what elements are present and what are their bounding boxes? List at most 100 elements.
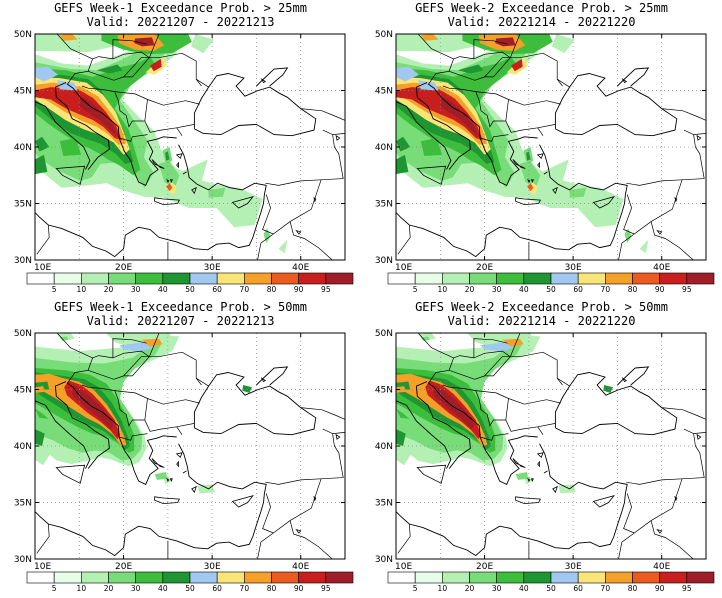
probability-region — [79, 96, 119, 137]
island — [175, 452, 183, 459]
country-border — [508, 398, 561, 405]
island — [166, 178, 170, 183]
country-border — [693, 132, 706, 135]
panel-valid-dates: Valid: 20221207 - 20221213 — [86, 15, 275, 29]
island — [515, 496, 542, 505]
colorbar-swatch — [550, 272, 579, 285]
country-border — [537, 426, 544, 435]
colorbar-label: 95 — [682, 285, 692, 294]
country-border — [428, 51, 511, 84]
lat-label: 50N — [14, 329, 32, 339]
colorbar-label: 30 — [492, 584, 502, 593]
island — [621, 78, 628, 84]
lat-label: 30N — [14, 555, 32, 565]
probability-region — [526, 151, 531, 161]
colorbar-swatch — [659, 272, 688, 285]
colorbar-label: 70 — [601, 584, 611, 593]
country-border — [650, 221, 694, 260]
probability-region — [515, 472, 528, 480]
coastline — [396, 101, 452, 170]
colorbar-label: 50 — [185, 584, 195, 593]
colorbar-swatch — [632, 272, 660, 285]
island — [154, 197, 181, 206]
lat-label: 30N — [375, 256, 393, 266]
probability-region — [558, 484, 576, 494]
probability-region — [440, 96, 480, 137]
panel-title: GEFS Week-2 Exceedance Prob. > 50mm — [415, 300, 668, 314]
probability-region — [551, 34, 575, 54]
probability-region — [480, 342, 515, 352]
probability-region — [396, 408, 410, 419]
coastline — [617, 67, 650, 87]
colorbar-label: 90 — [294, 285, 304, 294]
colorbar-swatch — [135, 272, 164, 285]
probability-region — [35, 87, 122, 141]
colorbar-swatch — [577, 272, 606, 285]
coastline — [35, 443, 267, 557]
coastline — [193, 73, 317, 137]
colorbar: 5 10 20 30 40 50 60 70 80 90 95 — [387, 571, 715, 593]
colorbar-swatch — [523, 571, 552, 584]
island — [313, 495, 317, 502]
colorbar-swatch — [659, 571, 688, 584]
probability-region — [59, 34, 78, 41]
country-border — [300, 108, 345, 121]
country-border — [618, 532, 635, 559]
probability-region — [520, 160, 541, 188]
colorbar-swatch — [523, 272, 552, 285]
colorbar-label: 60 — [573, 285, 583, 294]
country-border — [332, 431, 345, 434]
lat-label: 40N — [14, 143, 32, 153]
probability-region — [97, 64, 123, 74]
probability-region — [420, 34, 439, 41]
island — [169, 478, 173, 483]
panel-title: GEFS Week-2 Exceedance Prob. > 25mm — [415, 1, 668, 15]
colorbar-label: 50 — [185, 285, 195, 294]
probability-region — [180, 159, 208, 189]
colorbar-swatch — [216, 272, 245, 285]
colorbar-label: 30 — [131, 584, 141, 593]
colorbar-swatch — [53, 571, 82, 584]
country-border — [508, 99, 561, 106]
island — [176, 161, 179, 169]
lat-label: 30N — [14, 256, 32, 266]
colorbar-label: 5 — [52, 285, 57, 294]
probability-region — [35, 386, 46, 393]
country-border — [417, 333, 454, 359]
colorbar-swatch — [271, 272, 299, 285]
island — [182, 171, 187, 175]
map-panel-4: GEFS Week-2 Exceedance Prob. > 50mm Valid… — [361, 299, 722, 598]
lat-label: 35N — [14, 499, 32, 509]
colorbar-swatch — [605, 571, 633, 584]
country-border — [397, 224, 411, 255]
probability-region — [166, 183, 173, 192]
colorbar-label: 90 — [655, 285, 665, 294]
country-border — [257, 532, 274, 559]
coastline — [256, 67, 289, 87]
panel-valid-dates: Valid: 20221207 - 20221213 — [86, 314, 275, 328]
colorbar-swatch — [26, 272, 55, 285]
colorbar-label: 20 — [465, 285, 475, 294]
island — [191, 186, 197, 195]
island — [530, 179, 534, 184]
probability-region — [35, 446, 51, 466]
island — [55, 464, 86, 484]
coastline — [256, 366, 289, 386]
lat-label: 45N — [14, 87, 32, 97]
colorbar-swatch — [189, 571, 218, 584]
coastline — [66, 83, 177, 187]
lon-label: 10E — [34, 562, 51, 572]
country-border — [661, 108, 706, 121]
colorbar: 5 10 20 30 40 50 60 70 80 90 95 — [26, 272, 354, 294]
probability-region — [624, 228, 632, 244]
colorbar-label: 95 — [321, 285, 331, 294]
country-border — [176, 426, 183, 435]
lon-label: 10E — [34, 263, 51, 273]
island — [527, 477, 531, 482]
colorbar-swatch — [414, 272, 443, 285]
island — [536, 452, 544, 459]
probability-region — [420, 138, 443, 156]
probability-region — [541, 159, 569, 189]
